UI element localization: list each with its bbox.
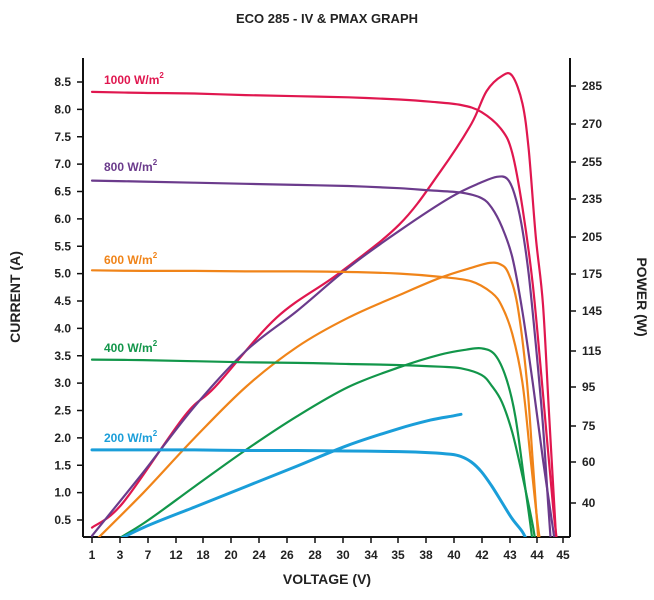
y-tick-label: 1.0 <box>54 486 71 500</box>
irradiance-labels: 1000 W/m2 800 W/m2 600 W/m2 400 W/m2 200 W/m… <box>104 71 164 445</box>
y-tick-label: 5.0 <box>54 267 71 281</box>
y-ticks-left: 0.5 1.0 1.5 2.0 2.5 3.0 3.5 4.0 4.5 5.0 5.5 6.0 6.5 7… <box>54 75 83 527</box>
y-tick-label: 7.5 <box>54 130 71 144</box>
iv-curve <box>90 358 536 537</box>
x-tick-label: 18 <box>196 548 210 562</box>
y-ticks-right: 40 60 75 95 115 145 175 205 235 255 270 285 <box>570 79 602 510</box>
y-tick-label: 2.5 <box>54 404 71 418</box>
power-curve <box>90 72 558 537</box>
x-tick-label: 34 <box>364 548 378 562</box>
power-curve <box>120 412 463 537</box>
y-tick-label: 4.5 <box>54 294 71 308</box>
x-tick-label: 42 <box>475 548 489 562</box>
x-tick-label: 45 <box>556 548 570 562</box>
x-tick-label: 12 <box>169 548 183 562</box>
power-curve <box>97 261 540 537</box>
y-axis-label: CURRENT (A) <box>7 251 23 343</box>
irradiance-label: 200 W/m2 <box>104 429 158 445</box>
iv-curve <box>90 179 556 537</box>
x-tick-label: 43 <box>503 548 517 562</box>
power-curve <box>119 346 534 537</box>
y2-tick-label: 255 <box>582 155 602 169</box>
irradiance-label: 1000 W/m2 <box>104 71 164 87</box>
y2-tick-label: 115 <box>582 344 602 358</box>
x-tick-label: 20 <box>224 548 238 562</box>
y2-tick-label: 75 <box>582 419 596 433</box>
x-tick-label: 26 <box>280 548 294 562</box>
y2-tick-label: 175 <box>582 267 602 281</box>
y2-tick-label: 145 <box>582 304 602 318</box>
chart-title: ECO 285 - IV & PMAX GRAPH <box>236 11 418 26</box>
y2-tick-label: 205 <box>582 230 602 244</box>
irradiance-label: 400 W/m2 <box>104 339 158 355</box>
power-curve <box>90 175 552 537</box>
y-tick-label: 8.5 <box>54 75 71 89</box>
y2-tick-label: 270 <box>582 117 602 131</box>
y2-tick-label: 95 <box>582 380 596 394</box>
y2-tick-label: 60 <box>582 455 596 469</box>
x-axis-label: VOLTAGE (V) <box>283 571 371 587</box>
curves <box>90 72 558 537</box>
y2-axis-label: POWER (W) <box>634 257 650 336</box>
x-tick-label: 7 <box>145 548 152 562</box>
y-tick-label: 3.0 <box>54 376 71 390</box>
x-tick-label: 30 <box>336 548 350 562</box>
y-tick-label: 6.5 <box>54 185 71 199</box>
x-tick-label: 3 <box>117 548 124 562</box>
y-tick-label: 2.0 <box>54 431 71 445</box>
x-tick-label: 38 <box>419 548 433 562</box>
y-tick-label: 8.0 <box>54 102 71 116</box>
x-tick-label: 1 <box>89 548 96 562</box>
iv-curve <box>90 448 527 537</box>
y2-tick-label: 235 <box>582 192 602 206</box>
x-tick-label: 44 <box>530 548 544 562</box>
y-tick-label: 7.0 <box>54 157 71 171</box>
iv-curve <box>90 269 541 537</box>
y-tick-label: 5.5 <box>54 239 71 253</box>
irradiance-label: 600 W/m2 <box>104 251 158 267</box>
y-tick-label: 3.5 <box>54 349 71 363</box>
y-tick-label: 0.5 <box>54 513 71 527</box>
x-ticks: 1 3 7 12 18 20 24 26 28 30 34 35 38 40 42 43 44 45 <box>89 537 570 562</box>
x-tick-label: 35 <box>391 548 405 562</box>
irradiance-label: 800 W/m2 <box>104 158 158 174</box>
y2-tick-label: 40 <box>582 496 596 510</box>
y-tick-label: 1.5 <box>54 458 71 472</box>
y-tick-label: 6.0 <box>54 212 71 226</box>
x-tick-label: 40 <box>447 548 461 562</box>
iv-curve <box>90 90 558 537</box>
y2-tick-label: 285 <box>582 79 602 93</box>
x-tick-label: 24 <box>252 548 266 562</box>
x-tick-label: 28 <box>308 548 322 562</box>
y-tick-label: 4.0 <box>54 321 71 335</box>
